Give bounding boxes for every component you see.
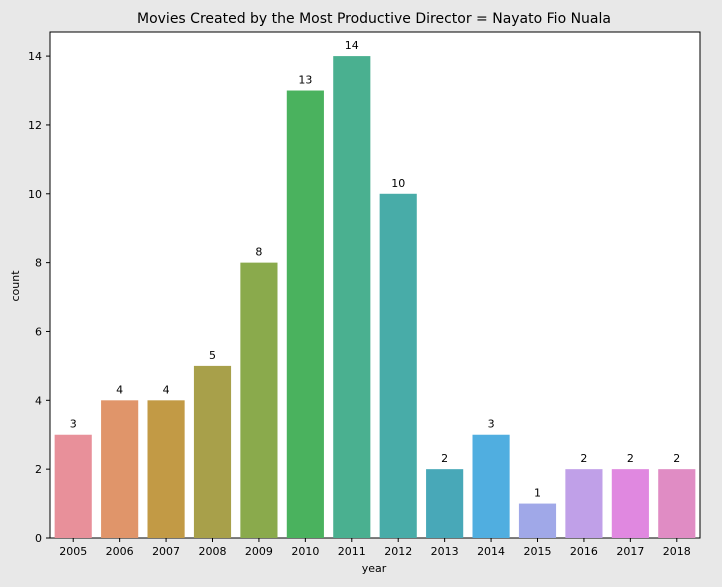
- x-tick-label-2017: 2017: [616, 545, 644, 558]
- x-tick-label-2009: 2009: [245, 545, 273, 558]
- y-tick-label-6: 6: [35, 325, 42, 338]
- data-label-2014: 3: [488, 418, 495, 431]
- chart-title: Movies Created by the Most Productive Di…: [137, 11, 611, 27]
- x-tick-label-2011: 2011: [338, 545, 366, 558]
- data-label-2006: 4: [116, 383, 123, 396]
- x-tick-label-2013: 2013: [431, 545, 459, 558]
- x-tick-label-2006: 2006: [106, 545, 134, 558]
- bars-layer: [54, 56, 696, 539]
- y-tick-label-14: 14: [28, 50, 42, 63]
- bar-2005: [54, 434, 92, 538]
- x-axis-label: year: [362, 562, 387, 575]
- x-axis: 2005 2006 2007 2008 2009 2010 2011 2012 2013 2014…: [59, 538, 691, 558]
- x-tick-label-2016: 2016: [570, 545, 598, 558]
- data-label-2015: 1: [534, 487, 541, 500]
- bar-2011: [333, 56, 371, 538]
- bar-2006: [101, 400, 139, 538]
- x-tick-label-2018: 2018: [663, 545, 691, 558]
- data-label-2011: 14: [345, 39, 359, 52]
- x-tick-label-2015: 2015: [524, 545, 552, 558]
- data-label-2009: 8: [255, 246, 262, 259]
- x-tick-label-2005: 2005: [59, 545, 87, 558]
- x-tick-label-2014: 2014: [477, 545, 505, 558]
- x-tick-label-2010: 2010: [291, 545, 319, 558]
- y-tick-label-4: 4: [35, 394, 42, 407]
- y-axis-label: count: [9, 270, 22, 302]
- bar-2008: [193, 365, 232, 538]
- y-axis: 0 2 4 6 8 10 12 14: [28, 50, 50, 545]
- data-label-2016: 2: [580, 452, 587, 465]
- bar-2016: [565, 469, 603, 538]
- x-tick-label-2012: 2012: [384, 545, 412, 558]
- y-tick-label-8: 8: [35, 257, 42, 270]
- data-label-2008: 5: [209, 349, 216, 362]
- data-label-2010: 13: [298, 74, 312, 87]
- bar-2017: [611, 469, 649, 538]
- y-tick-label-12: 12: [28, 119, 42, 132]
- x-tick-label-2008: 2008: [199, 545, 227, 558]
- data-label-2017: 2: [627, 452, 634, 465]
- bar-2010: [286, 90, 324, 539]
- bar-2007: [147, 400, 185, 538]
- y-tick-label-10: 10: [28, 188, 42, 201]
- x-tick-label-2007: 2007: [152, 545, 180, 558]
- data-labels-layer: 3 4 4 5 8 13 14 10 2 3 1 2 2 2: [70, 39, 681, 499]
- bar-2014: [472, 434, 510, 538]
- bar-2015: [518, 503, 557, 538]
- bar-2012: [379, 193, 417, 538]
- y-tick-label-2: 2: [35, 463, 42, 476]
- data-label-2012: 10: [391, 177, 405, 190]
- y-tick-label-0: 0: [35, 532, 42, 545]
- data-label-2005: 3: [70, 418, 77, 431]
- data-label-2007: 4: [163, 383, 170, 396]
- data-label-2013: 2: [441, 452, 448, 465]
- bar-2013: [426, 469, 464, 538]
- bar-2018: [658, 469, 696, 538]
- bar-2009: [240, 262, 278, 538]
- data-label-2018: 2: [673, 452, 680, 465]
